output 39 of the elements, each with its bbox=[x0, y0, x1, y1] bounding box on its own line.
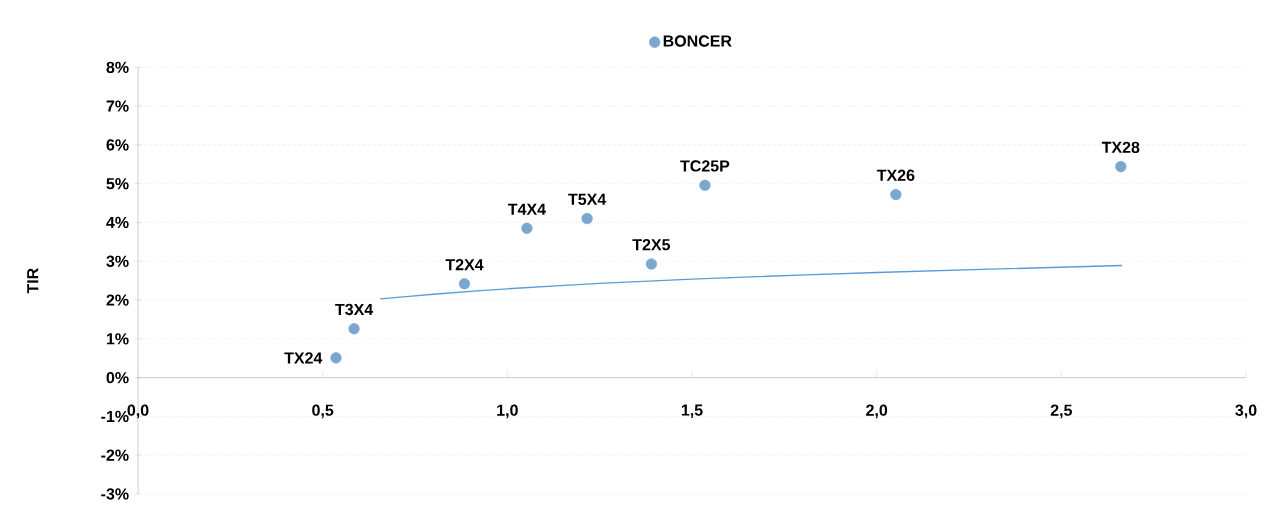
point bbox=[348, 323, 360, 335]
y-tick-label: 7% bbox=[106, 100, 129, 112]
x-tick-label: 1,0 bbox=[497, 404, 518, 419]
y-tick-label: 8% bbox=[106, 61, 129, 73]
annotation: T5X4 bbox=[568, 193, 607, 205]
annotation: TX28 bbox=[1101, 141, 1140, 154]
x-tick-label: 2,5 bbox=[1050, 404, 1072, 419]
annotation: T4X4 bbox=[507, 203, 546, 215]
y-tick-label: -3% bbox=[101, 488, 129, 500]
point bbox=[890, 188, 902, 201]
x-tick-label: 0,5 bbox=[312, 404, 334, 419]
legend-label: BONCER bbox=[663, 35, 732, 47]
y-tick-label: 0% bbox=[106, 371, 129, 384]
point bbox=[581, 212, 593, 225]
y-tick-label: -2% bbox=[101, 449, 129, 461]
x-tick-label: 2,0 bbox=[866, 404, 888, 419]
y-tick-label: 6% bbox=[106, 139, 129, 151]
y-tick-label: -1% bbox=[101, 410, 129, 423]
annotation: T2X4 bbox=[445, 258, 484, 271]
y-tick-label: 5% bbox=[106, 178, 129, 190]
y-tick-label: 3% bbox=[106, 255, 129, 267]
point bbox=[330, 352, 342, 364]
y-axis-title: TIR bbox=[27, 268, 39, 294]
point bbox=[645, 258, 657, 270]
annotation: T2X5 bbox=[632, 239, 671, 251]
annotation: T3X4 bbox=[335, 303, 374, 316]
annotation: TX24 bbox=[284, 352, 323, 364]
x-tick-label: 3,0 bbox=[1235, 404, 1257, 419]
annotation: TX26 bbox=[876, 169, 915, 181]
point bbox=[521, 222, 533, 234]
point bbox=[458, 278, 471, 290]
x-tick-label: 0,0 bbox=[127, 404, 149, 419]
point bbox=[1115, 161, 1127, 173]
point bbox=[699, 179, 711, 191]
x-tick-label: 1,5 bbox=[681, 404, 703, 419]
y-tick-label: 4% bbox=[106, 216, 129, 229]
y-tick-label: 2% bbox=[106, 294, 129, 306]
annotation: TC25P bbox=[680, 160, 730, 172]
y-tick-label: 1% bbox=[106, 333, 129, 345]
